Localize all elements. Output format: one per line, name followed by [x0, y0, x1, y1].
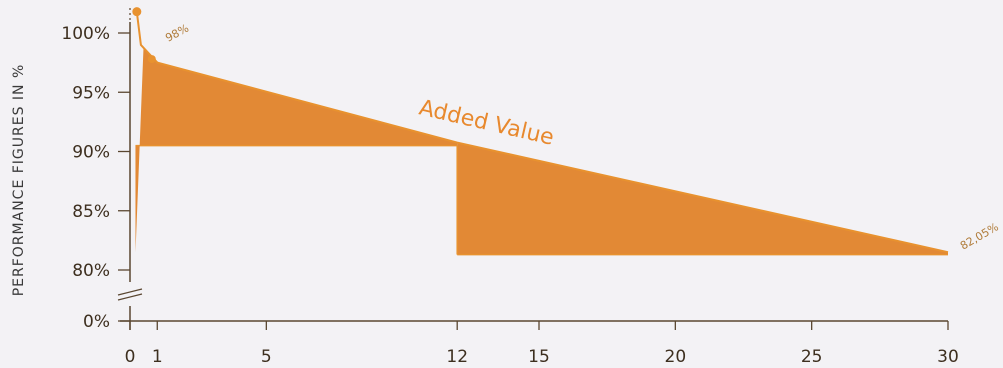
marker-label-98: 98%	[163, 22, 191, 45]
x-axis-ticks: 0 1 5 12 15 20 25 30	[125, 321, 959, 367]
y-axis-label: PERFORMANCE FIGURES IN %	[11, 64, 27, 297]
marker-2	[147, 55, 156, 64]
marker-1	[132, 7, 142, 17]
added-value-area-1	[135, 47, 458, 253]
y-axis-ticks: 0% 80% 85% 90% 95% 100%	[61, 24, 130, 332]
axis-break-mark-1	[117, 288, 143, 296]
y-tick-label-90: 90%	[72, 143, 110, 163]
x-tick-label-0: 0	[125, 347, 136, 367]
y-tick-label-0: 0%	[83, 312, 110, 332]
marker-label-end: 82,05%	[958, 220, 1001, 252]
axis-break-mark-2	[117, 293, 143, 301]
x-tick-label-30: 30	[937, 347, 959, 367]
y-tick-label-95: 95%	[72, 83, 110, 103]
added-value-areas	[135, 47, 948, 255]
y-tick-label-85: 85%	[72, 202, 110, 222]
x-tick-label-5: 5	[261, 347, 272, 367]
x-tick-label-1: 1	[152, 347, 163, 367]
data-markers	[132, 7, 156, 64]
y-tick-label-80: 80%	[72, 261, 110, 281]
y-tick-label-100: 100%	[61, 24, 110, 44]
x-tick-label-12: 12	[446, 347, 468, 367]
x-tick-label-25: 25	[801, 347, 823, 367]
x-tick-label-20: 20	[665, 347, 687, 367]
x-tick-label-15: 15	[528, 347, 550, 367]
